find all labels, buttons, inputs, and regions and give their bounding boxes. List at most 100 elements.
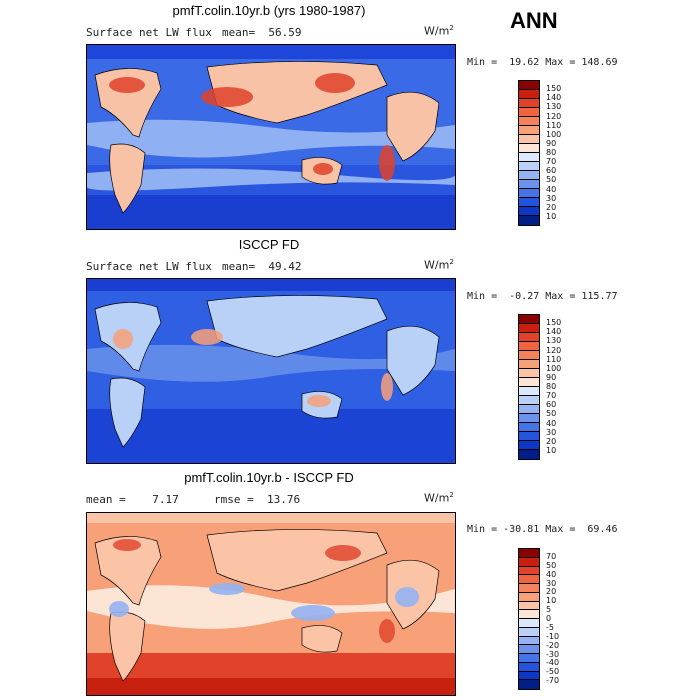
panel3-mean: mean = 7.17 [86, 493, 179, 506]
colorbar-tick-label: 5 [546, 605, 552, 615]
colorbar-segment [519, 584, 539, 593]
colorbar-tick-label: 30 [546, 427, 557, 437]
panel1-title: pmfT.colin.10yr.b (yrs 1980-1987) [172, 3, 366, 18]
colorbar-tick-label: 40 [546, 569, 557, 579]
colorbar-tick-label: 40 [546, 184, 557, 194]
colorbar-segment [519, 378, 539, 387]
colorbar-tick-label: 70 [546, 391, 557, 401]
colorbar-segment [519, 342, 539, 351]
panel1-mean: mean= 56.59 [222, 26, 302, 39]
panel2-colorbar-labels: 150 140 130 120 110 100 90 80 70 60 50 40 30 20 10 [546, 314, 576, 460]
colorbar-tick-label: 0 [546, 614, 552, 623]
colorbar-tick-label: 10 [546, 211, 557, 221]
colorbar-segment [519, 333, 539, 342]
colorbar-tick-label: 50 [546, 409, 557, 419]
panel3-units: W/m2 [424, 491, 454, 505]
panel3-map [86, 512, 456, 696]
colorbar-tick-label: 30 [546, 578, 557, 588]
colorbar-tick-label: 110 [546, 354, 562, 364]
colorbar-segment [519, 423, 539, 432]
colorbar-segment [519, 117, 539, 126]
panel3-title: pmfT.colin.10yr.b - ISCCP FD [184, 470, 354, 485]
colorbar-segment [519, 153, 539, 162]
colorbar-tick-label: -70 [546, 676, 560, 686]
colorbar-tick-label: 110 [546, 120, 562, 130]
colorbar-segment [519, 387, 539, 396]
colorbar-tick-label: 120 [546, 111, 562, 121]
colorbar-segment [519, 171, 539, 180]
colorbar-segment [519, 627, 539, 637]
colorbar-segment [519, 610, 539, 619]
panel2-minmax: Min = -0.27 Max = 115.77 [467, 291, 618, 302]
colorbar-segment [519, 207, 539, 216]
colorbar-segment [519, 405, 539, 414]
colorbar-segment [519, 189, 539, 198]
colorbar-tick-label: 20 [546, 202, 557, 212]
colorbar-segment [519, 557, 539, 567]
colorbar-tick-label: 100 [546, 129, 562, 139]
colorbar-segment [519, 636, 539, 646]
colorbar-segment [519, 126, 539, 135]
colorbar-tick-label: 60 [546, 400, 557, 410]
colorbar-tick-label: -50 [546, 667, 560, 677]
colorbar-tick-label: 60 [546, 166, 557, 176]
colorbar-segment [519, 162, 539, 171]
colorbar-segment [519, 662, 539, 672]
colorbar-segment [519, 81, 539, 90]
colorbar-tick-label: 150 [546, 84, 562, 94]
colorbar-segment [519, 671, 539, 681]
panel2-field-label: Surface net LW flux [86, 260, 212, 273]
panel2-units: W/m2 [424, 258, 454, 272]
panel3-minmax: Min = -30.81 Max = 69.46 [467, 524, 618, 535]
colorbar-tick-label: 10 [546, 445, 557, 455]
colorbar-tick-label: 20 [546, 436, 557, 446]
panel2-map [86, 278, 456, 464]
colorbar-segment [519, 414, 539, 423]
colorbar-segment [519, 369, 539, 378]
colorbar-tick-label: 130 [546, 336, 562, 346]
panel2-mean: mean= 49.42 [222, 260, 302, 273]
colorbar-segment [519, 198, 539, 207]
colorbar-segment [519, 450, 539, 459]
colorbar-tick-label: 80 [546, 382, 557, 391]
colorbar-tick-label: -30 [546, 649, 560, 659]
colorbar-tick-label: 90 [546, 138, 557, 148]
panel2-warm-areas [113, 329, 393, 407]
colorbar-segment [519, 645, 539, 654]
colorbar-tick-label: 70 [546, 551, 557, 561]
panel1-field-label: Surface net LW flux [86, 26, 212, 39]
colorbar-segment [519, 601, 539, 611]
panel1-units: W/m2 [424, 24, 454, 38]
panel1-hot-areas [109, 73, 395, 181]
panel3-warm-areas [113, 539, 395, 643]
colorbar-tick-label: 50 [546, 175, 557, 185]
colorbar-segment [519, 324, 539, 333]
colorbar-tick-label: 130 [546, 102, 562, 112]
colorbar-tick-label: 50 [546, 560, 557, 570]
panel1-colorbar [518, 80, 540, 226]
colorbar-segment [519, 592, 539, 602]
panel1-map [86, 44, 456, 230]
panel2-colorbar [518, 314, 540, 460]
colorbar-segment [519, 216, 539, 225]
colorbar-segment [519, 619, 539, 628]
colorbar-tick-label: 10 [546, 596, 557, 606]
panel1-minmax: Min = 19.62 Max = 148.69 [467, 57, 618, 68]
colorbar-tick-label: -20 [546, 640, 560, 650]
colorbar-segment [519, 566, 539, 576]
colorbar-segment [519, 360, 539, 369]
panel3-rmse: rmse = 13.76 [214, 493, 301, 506]
colorbar-tick-label: 100 [546, 363, 562, 373]
colorbar-segment [519, 441, 539, 450]
colorbar-segment [519, 90, 539, 99]
panel3-cool-areas [109, 583, 419, 621]
colorbar-tick-label: 20 [546, 587, 557, 597]
colorbar-segment [519, 680, 539, 689]
colorbar-segment [519, 144, 539, 153]
colorbar-segment [519, 549, 539, 558]
colorbar-segment [519, 575, 539, 584]
colorbar-segment [519, 315, 539, 324]
colorbar-segment [519, 351, 539, 360]
colorbar-tick-label: 120 [546, 345, 562, 355]
colorbar-tick-label: -5 [546, 622, 554, 632]
